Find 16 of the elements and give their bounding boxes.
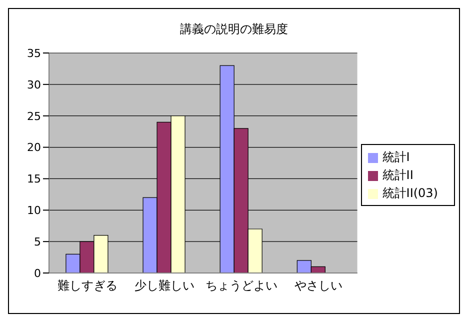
x-tick-label: 難しすぎる bbox=[58, 278, 118, 293]
y-tick-label: 15 bbox=[27, 172, 41, 186]
y-tick-label: 25 bbox=[27, 110, 41, 123]
y-tick-label: 35 bbox=[27, 46, 41, 60]
y-tick-label: 0 bbox=[34, 266, 41, 280]
x-tick-label: ちょうどよい bbox=[206, 278, 278, 293]
y-tick-label: 30 bbox=[27, 78, 41, 92]
legend-label: 統計II(03) bbox=[382, 186, 438, 200]
legend-label: 統計I bbox=[382, 150, 410, 164]
y-tick-label: 10 bbox=[27, 204, 41, 218]
y-tick-label: 20 bbox=[27, 141, 41, 154]
legend-label: 統計II bbox=[382, 168, 414, 182]
y-tick-label: 5 bbox=[34, 235, 41, 248]
x-tick-label: やさしい bbox=[294, 278, 343, 293]
chart-title: 講義の説明の難易度 bbox=[179, 21, 289, 38]
x-tick-label: 少し難しい bbox=[134, 278, 195, 293]
